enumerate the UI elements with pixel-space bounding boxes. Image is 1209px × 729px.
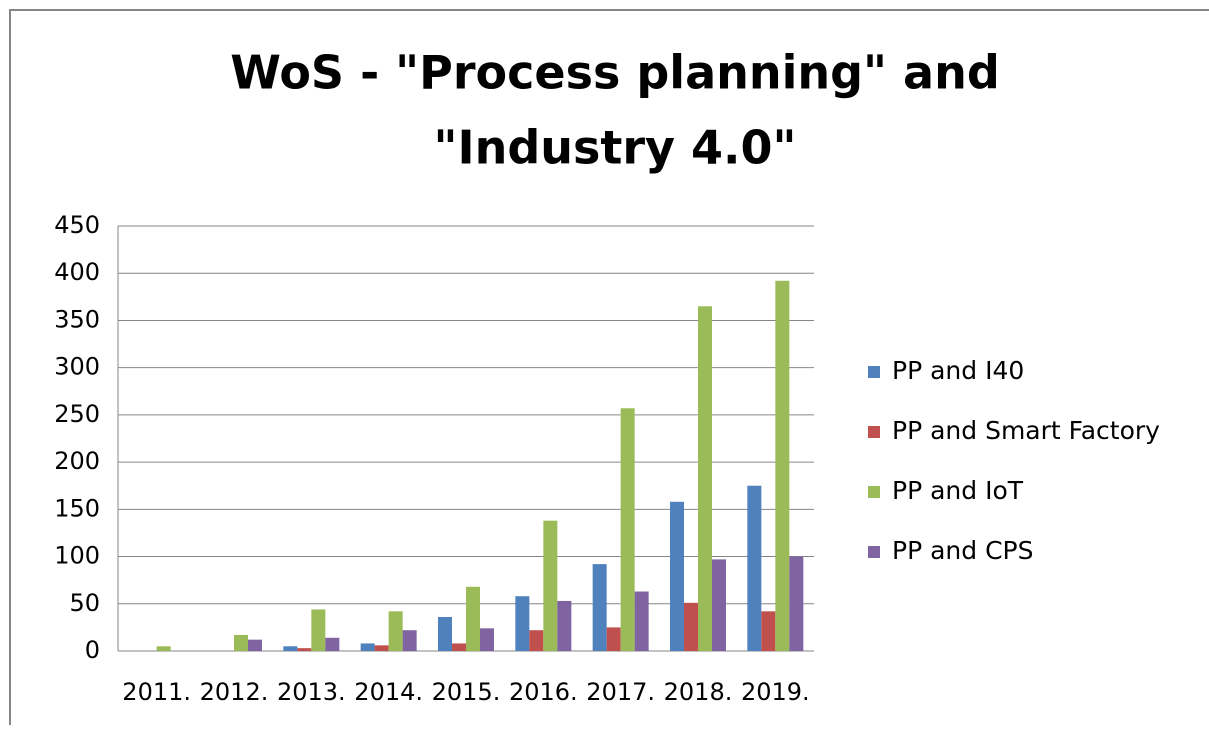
bar: [283, 646, 298, 651]
bar: [466, 586, 480, 651]
legend-swatch: [868, 366, 880, 378]
bar: [543, 520, 558, 651]
bar: [698, 306, 712, 651]
bar: [515, 596, 530, 651]
y-tick-label: 50: [69, 589, 100, 617]
bar: [684, 602, 698, 651]
bar: [606, 627, 621, 651]
legend-label: PP and IoT: [892, 476, 1024, 505]
bar: [325, 637, 340, 651]
y-tick-label: 200: [54, 447, 100, 475]
legend-swatch: [868, 546, 880, 558]
x-tick-label: 2011.: [122, 678, 191, 706]
bar: [592, 564, 607, 651]
bar: [156, 646, 171, 651]
bar: [297, 648, 312, 651]
y-tick-label: 300: [54, 353, 100, 381]
legend-label: PP and Smart Factory: [892, 416, 1160, 445]
x-tick-label: 2019.: [741, 678, 810, 706]
bar: [747, 485, 762, 651]
y-tick-label: 0: [85, 636, 100, 664]
chart-title: "Industry 4.0": [433, 121, 796, 175]
legend-label: PP and CPS: [892, 536, 1033, 565]
bar: [360, 643, 375, 651]
bar: [374, 645, 389, 651]
x-tick-label: 2014.: [354, 678, 423, 706]
y-tick-label: 350: [54, 305, 100, 333]
y-tick-label: 400: [54, 258, 100, 286]
bar: [670, 501, 684, 651]
legend-swatch: [868, 426, 880, 438]
x-tick-label: 2016.: [509, 678, 578, 706]
bar: [789, 556, 804, 651]
legend-label: PP and I40: [892, 356, 1024, 385]
chart-frame: [9, 9, 1209, 729]
y-tick-label: 100: [54, 542, 100, 570]
legend-swatch: [868, 486, 880, 498]
bar: [634, 591, 649, 651]
bar: [248, 639, 262, 651]
bar: [529, 630, 544, 651]
y-tick-label: 450: [54, 211, 100, 239]
bar: [761, 611, 776, 651]
x-tick-label: 2012.: [200, 678, 269, 706]
bar: [311, 609, 326, 651]
chart-title: WoS - "Process planning" and: [230, 46, 1000, 100]
bar: [438, 617, 452, 651]
y-tick-label: 150: [54, 494, 100, 522]
bar: [557, 600, 572, 651]
bar: [452, 643, 466, 651]
x-tick-label: 2017.: [586, 678, 655, 706]
bar: [234, 634, 248, 651]
bar: [480, 628, 494, 651]
x-tick-label: 2018.: [664, 678, 733, 706]
x-tick-label: 2013.: [277, 678, 346, 706]
bar: [712, 559, 726, 651]
bar: [620, 408, 635, 651]
y-tick-label: 250: [54, 400, 100, 428]
bar: [388, 611, 403, 651]
x-tick-label: 2015.: [432, 678, 501, 706]
bar: [775, 280, 790, 651]
bar: [402, 630, 417, 651]
